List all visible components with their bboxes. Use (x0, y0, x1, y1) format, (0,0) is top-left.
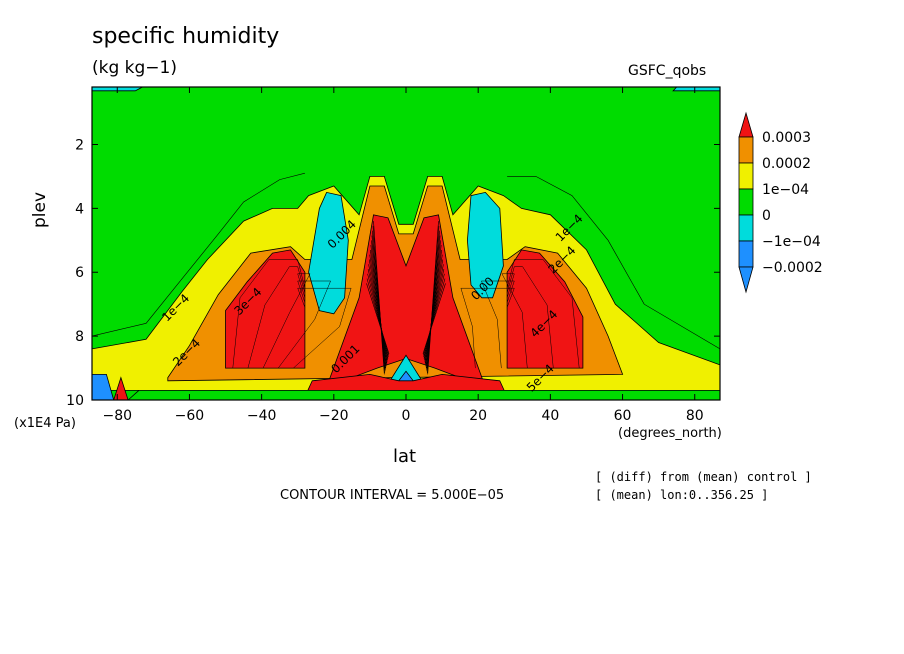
colorbar-segment (738, 188, 754, 216)
contour-line (423, 278, 446, 356)
contour-line (422, 283, 446, 354)
chart-title: specific humidity (92, 24, 280, 49)
contour-line (247, 266, 306, 369)
contour-line (262, 273, 311, 369)
contour-line (232, 259, 306, 369)
y-tick-label: 2 (75, 137, 84, 153)
x-axis-unit: (degrees_north) (618, 426, 722, 441)
x-tick-label: −20 (319, 408, 349, 424)
x-tick-label: 60 (614, 408, 632, 424)
contour-line (368, 259, 388, 362)
colorbar-label: 0 (762, 208, 771, 224)
contour-line (370, 249, 387, 365)
contour-interval: CONTOUR INTERVAL = 5.000E−05 (280, 488, 505, 503)
x-tick-label: 40 (541, 408, 559, 424)
colorbar-label: 0.0002 (762, 156, 811, 172)
contour-line (506, 266, 554, 369)
cyan-lobe-south (308, 191, 349, 315)
x-tick-label: −80 (102, 408, 132, 424)
x-axis-label: lat (393, 446, 417, 467)
colorbar-segment (738, 136, 754, 164)
contour-line (91, 172, 305, 337)
y-tick-label: 8 (75, 329, 84, 345)
colorbar-segment (738, 162, 754, 190)
note-diff: [ (diff) from (mean) control ] (595, 470, 812, 484)
colorbar-bottom-arrow (738, 266, 754, 294)
colorbar-label: 1e−04 (762, 182, 809, 198)
x-tick-label: 20 (469, 408, 487, 424)
contour-line (424, 264, 444, 361)
colorbar-segment (738, 240, 754, 268)
contour-line (507, 176, 721, 350)
x-tick-label: 0 (402, 408, 411, 424)
contour-line (501, 273, 528, 369)
contour-line (366, 278, 389, 356)
contour-line (367, 273, 389, 357)
contour-line (425, 249, 442, 365)
red-core-equatorial (325, 214, 487, 388)
contour-line (506, 259, 580, 369)
y-axis-unit: (x1E4 Pa) (14, 416, 76, 431)
contour-line (423, 273, 445, 357)
red-lobe-south (225, 249, 306, 369)
colorbar-top-arrow (738, 111, 754, 138)
model-name: GSFC_qobs (628, 63, 707, 79)
x-tick-label: 80 (686, 408, 704, 424)
colorbar-label: −1e−04 (762, 234, 821, 250)
cyan-lobe-north (466, 191, 504, 299)
y-tick-label: 4 (75, 201, 84, 217)
colorbar-label: −0.0002 (762, 260, 823, 276)
x-tick-label: −40 (247, 408, 277, 424)
colorbar-label: 0.0003 (762, 130, 811, 146)
red-lobe-north (506, 249, 584, 369)
colorbar-segment (738, 214, 754, 242)
note-mean: [ (mean) lon:0..356.25 ] (595, 488, 769, 502)
chart-units: (kg kg−1) (92, 58, 177, 78)
green-surface-band (127, 389, 721, 401)
contour-line (460, 287, 515, 369)
y-tick-label: 10 (66, 393, 84, 409)
y-tick-label: 6 (75, 265, 84, 281)
contour-line (293, 287, 352, 369)
contour-line (424, 259, 444, 362)
contour-line (368, 264, 388, 361)
contour-line (366, 283, 390, 354)
x-tick-label: −60 (175, 408, 205, 424)
